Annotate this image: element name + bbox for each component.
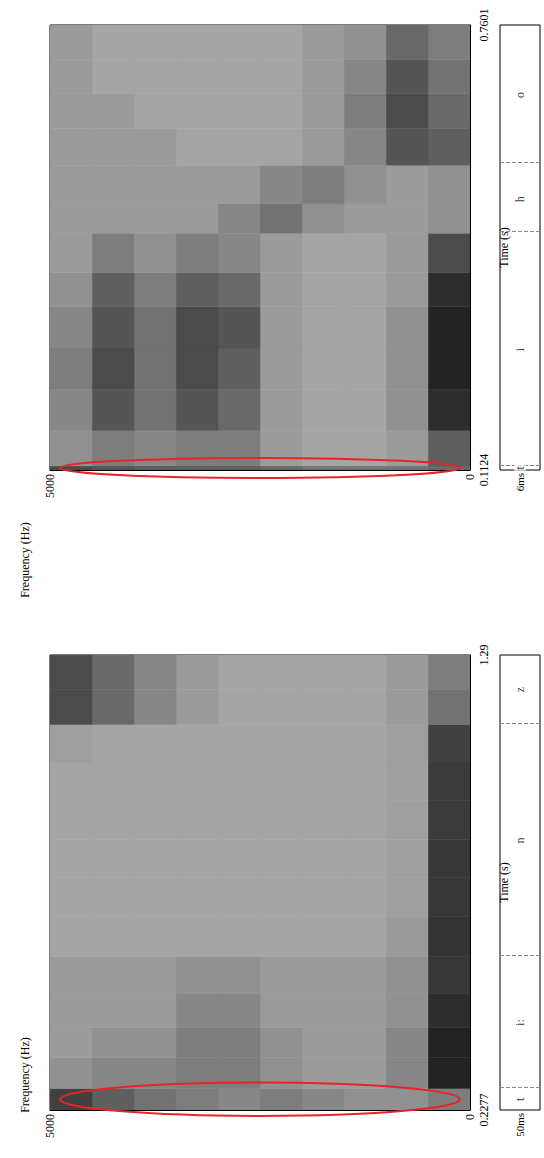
svg-text:i: i [513,347,527,351]
svg-text:0: 0 [463,474,477,480]
svg-text:50ms: 50ms [514,1113,526,1137]
svg-text:n: n [513,837,527,843]
svg-text:h: h [513,196,527,202]
svg-text:t: t [513,466,527,470]
svg-text:i:: i: [513,1019,527,1026]
svg-text:t: t [513,1097,527,1101]
svg-text:0: 0 [463,1114,477,1120]
svg-text:z: z [513,687,527,692]
svg-text:o: o [513,92,527,98]
svg-text:Frequency (Hz): Frequency (Hz) [18,522,32,598]
svg-text:5000: 5000 [43,1114,57,1138]
svg-text:1.29: 1.29 [477,645,491,666]
svg-text:6ms: 6ms [514,473,526,491]
svg-text:0.1124: 0.1124 [477,454,491,487]
svg-text:0.7601: 0.7601 [477,9,491,42]
svg-text:Time (s): Time (s) [497,862,511,903]
svg-text:0.2277: 0.2277 [477,1094,491,1127]
svg-text:Time (s): Time (s) [497,227,511,268]
svg-text:5000: 5000 [43,474,57,498]
svg-text:Frequency (Hz): Frequency (Hz) [18,1037,32,1113]
